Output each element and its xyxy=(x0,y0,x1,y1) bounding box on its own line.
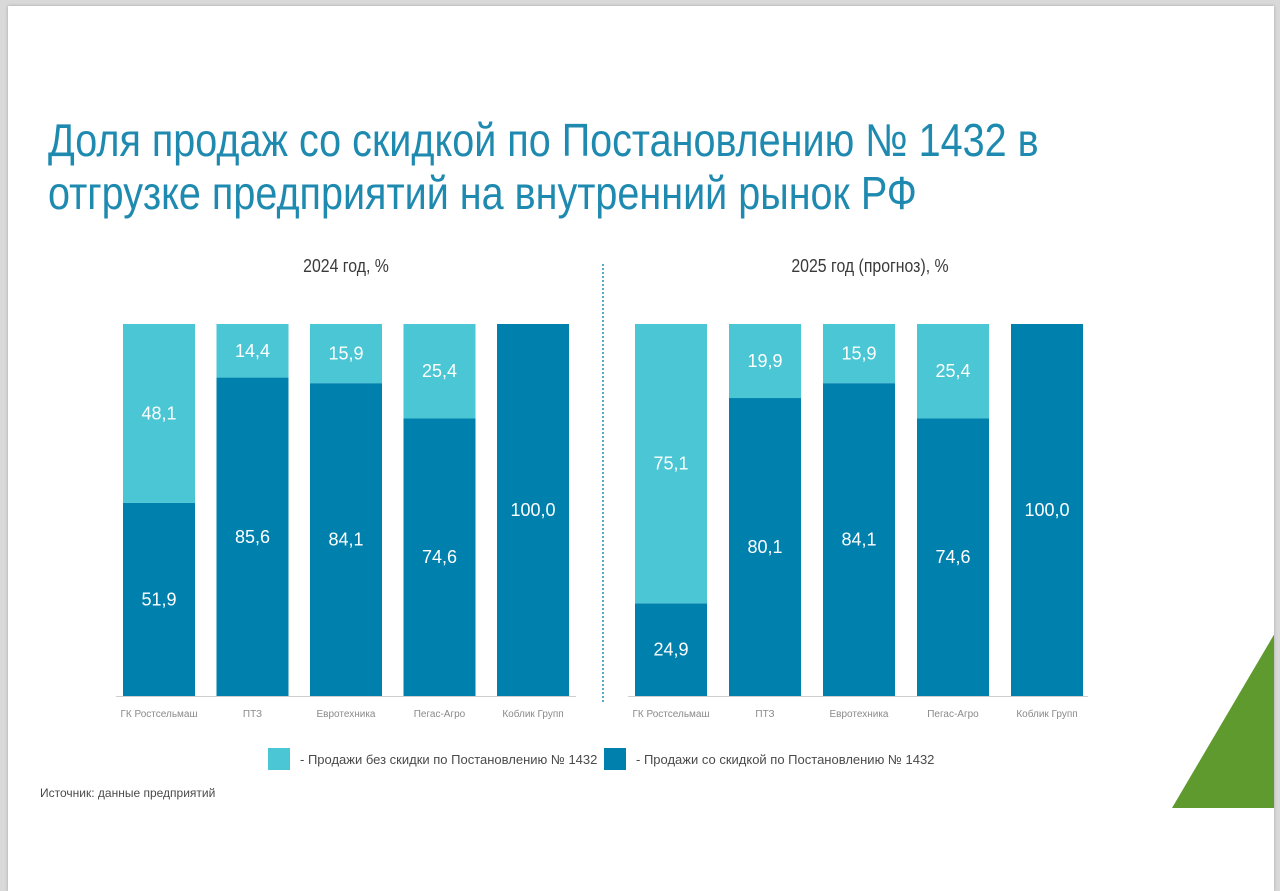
chart-1-bar-without-discount-1 xyxy=(729,324,801,399)
chart-1-label-with-discount-4: 100,0 xyxy=(1024,500,1069,520)
chart-0-label-without-discount-3: 25,4 xyxy=(422,361,457,381)
chart-0-label-with-discount-4: 100,0 xyxy=(510,500,555,520)
chart-2024-title: 2024 год, % xyxy=(303,256,389,276)
charts-divider xyxy=(602,264,604,702)
chart-1-bar-with-discount-2 xyxy=(823,383,895,696)
legend-item-without-discount: - Продажи без скидки по Постановлению № … xyxy=(268,748,597,770)
chart-0-bar-with-discount-0 xyxy=(123,502,195,696)
chart-1-bar-without-discount-0 xyxy=(635,324,707,604)
chart-0-bar-without-discount-1 xyxy=(216,324,289,378)
chart-1-bar-without-discount-2 xyxy=(823,324,895,384)
chart-1-bar-with-discount-3 xyxy=(917,418,989,696)
legend-label-without-discount: - Продажи без скидки по Постановлению № … xyxy=(300,751,598,767)
green-corner-decoration xyxy=(1172,634,1274,808)
slide-title: Доля продаж со скидкой по Постановлению … xyxy=(48,114,1063,220)
chart-1-label-without-discount-3: 25,4 xyxy=(935,361,970,381)
chart-0-bar-with-discount-2 xyxy=(310,383,382,696)
chart-0-bar-without-discount-2 xyxy=(310,324,382,384)
chart-1-category-label-2: Евротехника xyxy=(830,709,889,720)
chart-1-bar-with-discount-1 xyxy=(729,398,801,696)
chart-2025-title: 2025 год (прогноз), % xyxy=(791,256,949,276)
chart-1-label-with-discount-3: 74,6 xyxy=(935,547,970,567)
chart-1-bar-without-discount-3 xyxy=(917,324,989,419)
chart-0-category-label-0: ГК Ростсельмаш xyxy=(120,709,197,720)
legend-label-with-discount: - Продажи со скидкой по Постановлению № … xyxy=(636,751,935,767)
title-line-2: отгрузке предприятий на внутренний рынок… xyxy=(48,167,917,219)
charts-area: 51,9 48,1 ГК Ростсельмаш 85,6 14,4 ПТЗ 84,1 15,… xyxy=(116,324,1088,720)
chart-0-label-without-discount-0: 48,1 xyxy=(141,403,176,423)
slide: Доля продаж со скидкой по Постановлению … xyxy=(8,6,1274,891)
chart-0-label-without-discount-1: 14,4 xyxy=(235,341,270,361)
chart-1-label-without-discount-1: 19,9 xyxy=(747,351,782,371)
chart-1-label-with-discount-2: 84,1 xyxy=(841,530,876,550)
source-note: Источник: данные предприятий xyxy=(40,786,216,800)
chart-0-label-with-discount-1: 85,6 xyxy=(235,527,270,547)
legend-swatch-with-discount xyxy=(604,748,626,770)
chart-1-bar-with-discount-0 xyxy=(635,603,707,696)
chart-0-label-with-discount-3: 74,6 xyxy=(422,547,457,567)
chart-1-label-with-discount-1: 80,1 xyxy=(747,537,782,557)
chart-0-label-without-discount-2: 15,9 xyxy=(328,344,363,364)
chart-0-bar-with-discount-4 xyxy=(497,324,569,696)
chart-0-bar-without-discount-0 xyxy=(123,324,195,503)
chart-0-bar-with-discount-1 xyxy=(216,377,289,696)
chart-1-category-label-0: ГК Ростсельмаш xyxy=(632,709,709,720)
chart-0-label-with-discount-2: 84,1 xyxy=(328,530,363,550)
legend-item-with-discount: - Продажи со скидкой по Постановлению № … xyxy=(604,748,934,770)
title-line-1: Доля продаж со скидкой по Постановлению … xyxy=(48,114,1039,166)
chart-1-category-label-1: ПТЗ xyxy=(755,709,774,720)
chart-1-label-with-discount-0: 24,9 xyxy=(653,640,688,660)
chart-1-label-without-discount-2: 15,9 xyxy=(841,344,876,364)
chart-1-category-label-4: Коблик Групп xyxy=(1016,708,1077,720)
chart-0-bar-without-discount-3 xyxy=(403,324,476,419)
chart-0-category-label-2: Евротехника xyxy=(317,709,376,720)
chart-0-category-label-4: Коблик Групп xyxy=(502,708,563,720)
chart-0-bar-with-discount-3 xyxy=(403,418,476,696)
chart-1-category-label-3: Пегас-Агро xyxy=(927,709,979,720)
chart-1-label-without-discount-0: 75,1 xyxy=(653,454,688,474)
chart-0-category-label-3: Пегас-Агро xyxy=(414,709,466,720)
chart-0-category-label-1: ПТЗ xyxy=(243,709,262,720)
chart-0-label-with-discount-0: 51,9 xyxy=(141,589,176,609)
chart-1-bar-with-discount-4 xyxy=(1011,324,1083,696)
legend-swatch-without-discount xyxy=(268,748,290,770)
